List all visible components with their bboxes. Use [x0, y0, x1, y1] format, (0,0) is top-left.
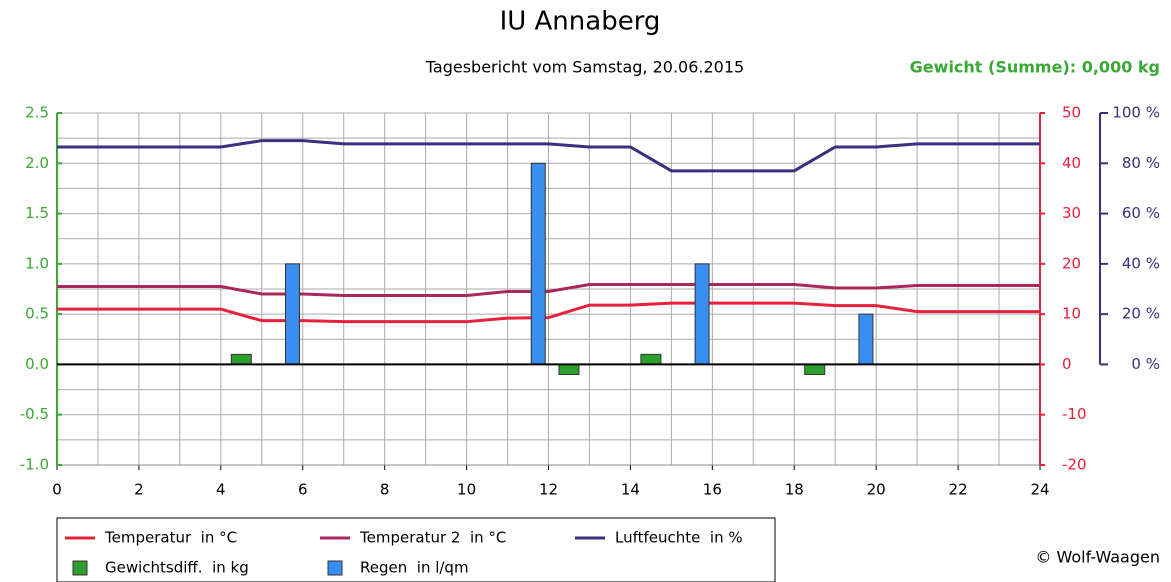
y-tick-label: 0.5	[25, 305, 49, 323]
legend-swatch	[327, 560, 343, 576]
line	[57, 139, 1040, 173]
y3-tick-label: 20 %	[1122, 305, 1160, 323]
x-tick-label: 8	[380, 481, 390, 499]
x-tick-label: 20	[867, 481, 886, 499]
bar	[285, 263, 301, 365]
y3-tick-label: 80 %	[1122, 154, 1160, 172]
y3-tick-label: 40 %	[1122, 254, 1160, 272]
y-tick-label: 1.5	[25, 204, 49, 222]
y-tick-label: 1.0	[25, 254, 49, 272]
x-tick-label: 12	[539, 481, 558, 499]
x-tick-label: 18	[785, 481, 804, 499]
copyright: © Wolf-Waagen	[1035, 548, 1160, 567]
y-tick-label: 0.0	[25, 355, 49, 373]
y3-tick-label: 100 %	[1112, 104, 1160, 122]
bar	[230, 353, 252, 365]
y2-tick-label: 50	[1062, 104, 1081, 122]
x-tick-label: 2	[134, 481, 144, 499]
weight-summary: Gewicht (Summe): 0,000 kg	[910, 58, 1160, 77]
y-tick-label: 2.5	[25, 104, 49, 122]
legend-label: Temperatur in °C	[104, 529, 237, 547]
legend-label: Temperatur 2 in °C	[359, 529, 506, 547]
y-tick-label: -0.5	[20, 405, 49, 423]
subtitle: Tagesbericht vom Samstag, 20.06.2015	[425, 58, 744, 77]
x-tick-label: 22	[949, 481, 968, 499]
y3-tick-label: 60 %	[1122, 204, 1160, 222]
bar	[858, 313, 874, 365]
legend-box	[56, 517, 776, 582]
y2-tick-label: 20	[1062, 254, 1081, 272]
bar	[530, 162, 546, 365]
bar	[640, 353, 662, 365]
y3-tick-label: 0 %	[1131, 355, 1160, 373]
x-tick-label: 24	[1030, 481, 1049, 499]
y-tick-label: 2.0	[25, 154, 49, 172]
line	[57, 282, 1040, 298]
y2-tick-label: -20	[1062, 456, 1087, 474]
bar	[694, 263, 710, 365]
legend-label: Gewichtsdiff. in kg	[105, 559, 249, 577]
legend-swatch	[72, 560, 88, 576]
x-tick-label: 6	[298, 481, 308, 499]
bar	[558, 363, 580, 375]
bar	[804, 363, 826, 375]
legend-label: Luftfeuchte in %	[615, 529, 743, 547]
x-tick-label: 0	[52, 481, 62, 499]
y2-tick-label: 40	[1062, 154, 1081, 172]
y2-tick-label: 30	[1062, 204, 1081, 222]
chart-title: IU Annaberg	[500, 7, 661, 37]
x-tick-label: 4	[216, 481, 226, 499]
y2-tick-label: 10	[1062, 305, 1081, 323]
y-tick-label: -1.0	[20, 456, 49, 474]
x-tick-label: 16	[703, 481, 722, 499]
x-tick-label: 14	[621, 481, 640, 499]
line	[57, 301, 1040, 324]
legend-label: Regen in l/qm	[360, 559, 469, 577]
y2-tick-label: -10	[1062, 405, 1087, 423]
y2-tick-label: 0	[1062, 355, 1072, 373]
x-tick-label: 10	[457, 481, 476, 499]
